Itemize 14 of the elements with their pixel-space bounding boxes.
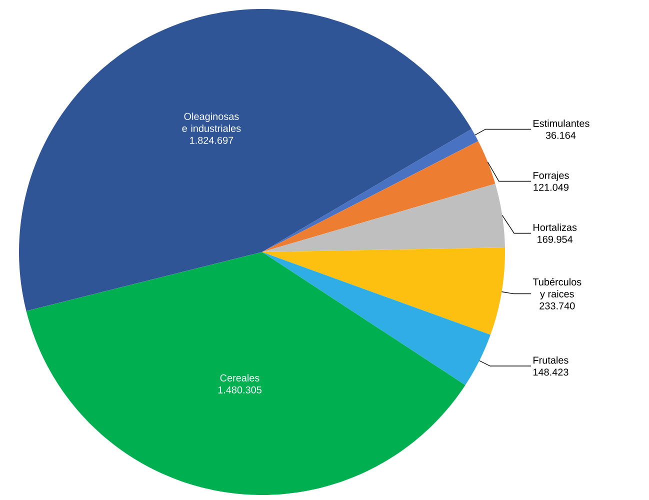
data-label: 148.423	[533, 368, 568, 376]
data-label: 1.824.697	[190, 136, 234, 144]
data-label: 36.164	[546, 132, 576, 139]
slice-label: Cereales	[220, 374, 260, 382]
slice-label: Forrajes	[534, 172, 569, 181]
slice-label: Tubérculos y raices	[532, 278, 582, 300]
data-label: 169.954	[538, 236, 573, 243]
slice-label: Frutales	[534, 356, 568, 364]
data-label: 121.049	[534, 184, 569, 191]
data-label: 233.740	[540, 302, 575, 310]
slice-label: Hortalizas	[534, 224, 577, 231]
data-label: 1.480.305	[218, 386, 262, 394]
slice-label: Estimulantes	[534, 120, 590, 127]
slice-label: Oleaginosas e industriales	[182, 112, 241, 132]
